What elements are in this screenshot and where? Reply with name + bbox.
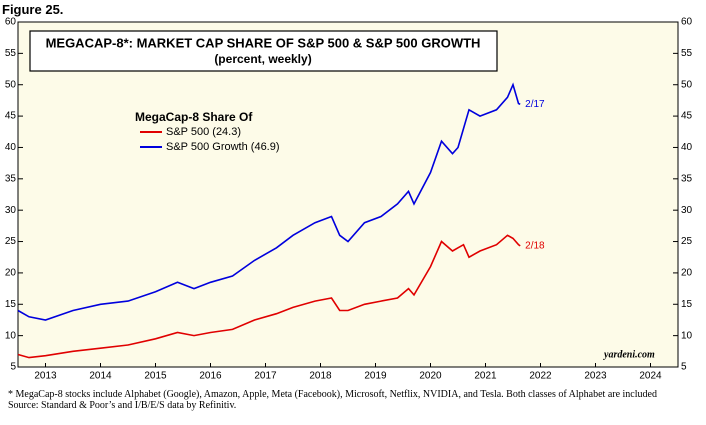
source: Source: Standard & Poor’s and I/B/E/S da…: [8, 400, 237, 411]
y-tick-label: 10: [5, 330, 17, 341]
end-label: 2/17: [525, 99, 545, 110]
y2-tick-label: 25: [681, 236, 693, 247]
y2-tick-label: 55: [681, 48, 693, 59]
chart: MEGACAP-8*: MARKET CAP SHARE OF S&P 500 …: [5, 17, 693, 382]
chart-title: MEGACAP-8*: MARKET CAP SHARE OF S&P 500 …: [46, 35, 481, 50]
notes: * MegaCap-8 stocks include Alphabet (Goo…: [8, 389, 668, 411]
footnote: * MegaCap-8 stocks include Alphabet (Goo…: [8, 389, 657, 400]
y2-tick-label: 45: [681, 111, 693, 122]
chart-subtitle: (percent, weekly): [214, 52, 311, 66]
x-tick-label: 2019: [364, 371, 387, 382]
y-tick-label: 25: [5, 236, 17, 247]
x-tick-label: 2016: [199, 371, 222, 382]
y2-tick-label: 60: [681, 17, 693, 28]
y2-tick-label: 5: [681, 362, 687, 373]
y-tick-label: 40: [5, 142, 17, 153]
x-tick-label: 2017: [254, 371, 277, 382]
y-tick-label: 20: [5, 268, 17, 279]
x-tick-label: 2018: [309, 371, 332, 382]
end-label: 2/18: [525, 241, 545, 252]
y2-tick-label: 40: [681, 142, 693, 153]
x-tick-label: 2015: [144, 371, 167, 382]
x-tick-label: 2020: [419, 371, 442, 382]
figure-label: Figure 25.: [2, 2, 64, 17]
y-tick-label: 60: [5, 17, 17, 28]
y-tick-label: 5: [10, 362, 16, 373]
y-tick-label: 45: [5, 111, 17, 122]
x-tick-label: 2024: [639, 371, 662, 382]
x-tick-label: 2023: [584, 371, 607, 382]
legend-title: MegaCap-8 Share Of: [135, 110, 253, 124]
y2-tick-label: 50: [681, 79, 693, 90]
x-tick-label: 2021: [474, 371, 497, 382]
source-mark: yardeni.com: [603, 349, 655, 360]
y-tick-label: 50: [5, 79, 17, 90]
legend-label: S&P 500 (24.3): [166, 126, 241, 138]
y-tick-label: 30: [5, 205, 17, 216]
y2-tick-label: 10: [681, 330, 693, 341]
x-tick-label: 2013: [34, 371, 57, 382]
x-tick-label: 2022: [529, 371, 552, 382]
y-tick-label: 35: [5, 173, 17, 184]
legend-label: S&P 500 Growth (46.9): [166, 141, 280, 153]
y2-tick-label: 15: [681, 299, 693, 310]
title-box: [29, 30, 498, 72]
plot-area: [17, 21, 679, 368]
y2-tick-label: 35: [681, 173, 693, 184]
y2-tick-label: 30: [681, 205, 693, 216]
x-tick-label: 2014: [89, 371, 112, 382]
y-tick-label: 55: [5, 48, 17, 59]
series-line: [17, 234, 521, 359]
y2-tick-label: 20: [681, 268, 693, 279]
y-tick-label: 15: [5, 299, 17, 310]
series-line: [17, 82, 521, 321]
